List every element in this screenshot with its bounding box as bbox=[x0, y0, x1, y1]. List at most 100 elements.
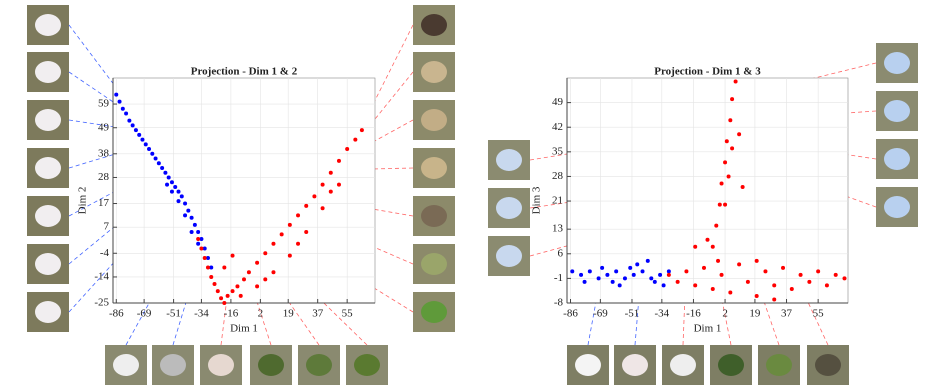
point bbox=[242, 277, 246, 282]
point bbox=[605, 272, 610, 277]
thumbnail-object bbox=[421, 109, 447, 131]
point bbox=[156, 161, 161, 166]
point bbox=[730, 146, 735, 151]
x-tick-label: -51 bbox=[166, 308, 181, 320]
point bbox=[666, 269, 671, 274]
point bbox=[117, 99, 122, 104]
point bbox=[176, 189, 181, 194]
x-tick-label: 2 bbox=[722, 308, 728, 320]
point bbox=[183, 213, 188, 218]
thumbnail-object bbox=[35, 109, 61, 131]
point bbox=[579, 272, 584, 277]
thumbnail-object bbox=[208, 354, 234, 376]
x-tick-label: -86 bbox=[563, 308, 578, 320]
plot-area bbox=[566, 77, 849, 304]
point bbox=[353, 137, 358, 142]
chart-title: Projection - Dim 1 & 2 bbox=[191, 66, 298, 78]
x-tick-label: 2 bbox=[258, 308, 264, 320]
y-tick-label: 59 bbox=[98, 98, 110, 110]
thumbnail-object bbox=[35, 14, 61, 36]
point bbox=[143, 142, 148, 147]
thumbnail-object bbox=[884, 196, 910, 218]
point bbox=[570, 269, 575, 274]
point bbox=[754, 258, 759, 263]
y-tick-label: 17 bbox=[98, 197, 110, 209]
point bbox=[114, 92, 119, 97]
point bbox=[150, 151, 155, 156]
point bbox=[661, 283, 666, 288]
y-tick-label: 28 bbox=[98, 171, 110, 183]
thumbnail-object bbox=[815, 354, 841, 376]
leader-line bbox=[719, 289, 732, 346]
point bbox=[807, 279, 812, 284]
x-tick-label: -86 bbox=[109, 308, 124, 320]
leader-line bbox=[349, 71, 414, 151]
point bbox=[345, 147, 350, 152]
x-tick-label: -34 bbox=[194, 308, 209, 320]
point bbox=[745, 279, 750, 284]
point bbox=[176, 199, 181, 204]
point bbox=[328, 170, 333, 175]
leader-line bbox=[682, 294, 686, 346]
point bbox=[124, 111, 129, 116]
x-tick-label: -69 bbox=[137, 308, 152, 320]
point bbox=[205, 256, 210, 260]
point bbox=[183, 201, 188, 206]
thumbnail-object bbox=[113, 354, 139, 376]
point bbox=[781, 265, 786, 270]
point bbox=[824, 283, 829, 288]
point bbox=[833, 272, 838, 277]
point bbox=[246, 270, 251, 275]
x-tick-label: 19 bbox=[283, 308, 295, 320]
thumbnail-object bbox=[421, 157, 447, 179]
point bbox=[714, 223, 719, 228]
point bbox=[798, 272, 803, 277]
thumbnail-object bbox=[421, 253, 447, 275]
point bbox=[730, 97, 735, 102]
point bbox=[212, 282, 217, 287]
point bbox=[649, 276, 654, 281]
thumbnail-object bbox=[35, 157, 61, 179]
y-axis-label: Dim 3 bbox=[531, 186, 543, 214]
thumbnail-object bbox=[421, 14, 447, 36]
point bbox=[723, 202, 728, 207]
point bbox=[304, 203, 309, 208]
y-tick-label: 13 bbox=[552, 223, 564, 235]
x-tick-label: 37 bbox=[312, 308, 324, 320]
thumbnail-object bbox=[766, 354, 792, 376]
point bbox=[137, 132, 142, 137]
y-tick-label: 38 bbox=[98, 147, 110, 159]
point bbox=[219, 296, 224, 301]
point bbox=[160, 166, 165, 170]
x-tick-label: 55 bbox=[342, 308, 354, 320]
point bbox=[816, 269, 821, 274]
y-tick-label: 28 bbox=[552, 170, 564, 182]
point bbox=[287, 222, 292, 227]
y-tick-label: -25 bbox=[94, 297, 109, 309]
point bbox=[733, 79, 738, 84]
x-tick-label: 55 bbox=[813, 308, 825, 320]
thumbnail-object bbox=[670, 354, 696, 376]
leader-line bbox=[759, 289, 780, 346]
point bbox=[675, 279, 680, 284]
point bbox=[296, 241, 301, 246]
point bbox=[719, 181, 724, 186]
point bbox=[666, 272, 671, 277]
point bbox=[640, 269, 645, 274]
x-tick-label: -51 bbox=[625, 308, 640, 320]
point bbox=[328, 189, 333, 194]
point bbox=[320, 206, 325, 211]
point bbox=[189, 215, 194, 220]
thumbnail-object bbox=[884, 148, 910, 170]
x-tick-label: 19 bbox=[749, 308, 761, 320]
thumbnail-object bbox=[306, 354, 332, 376]
y-tick-label: -8 bbox=[554, 297, 564, 309]
point bbox=[628, 265, 633, 270]
point bbox=[196, 229, 201, 234]
x-tick-label: 37 bbox=[781, 308, 793, 320]
point bbox=[726, 174, 731, 179]
point bbox=[209, 274, 214, 279]
thumbnail-object bbox=[496, 149, 522, 171]
point bbox=[166, 175, 171, 180]
